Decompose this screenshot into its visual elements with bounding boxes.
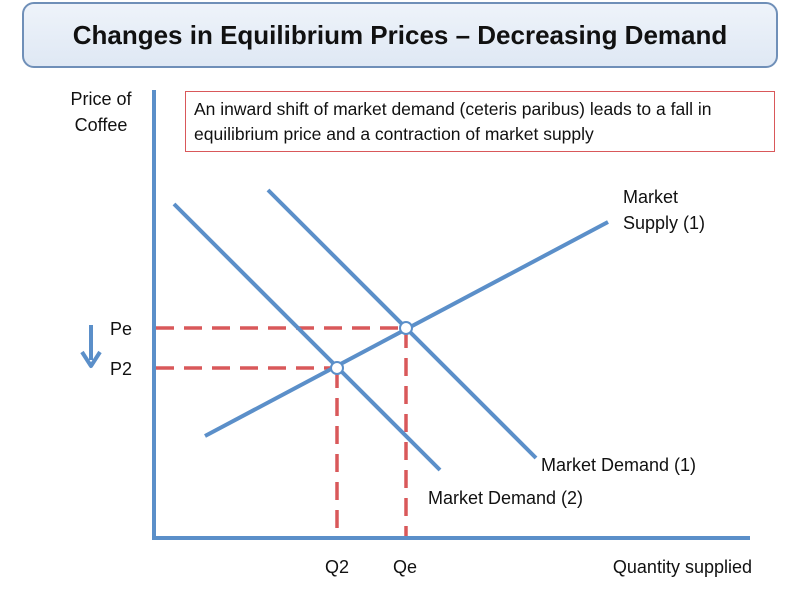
supply-curve-label-line1: Market [623, 187, 678, 207]
supply-curve-label-line2: Supply (1) [623, 213, 705, 233]
market-demand-2-curve [172, 202, 442, 472]
x-axis-label: Quantity supplied [613, 557, 752, 577]
price-label-p2: P2 [110, 359, 132, 379]
quantity-label-q2: Q2 [325, 557, 349, 577]
quantity-label-qe: Qe [393, 557, 417, 577]
demand-1-curve-label: Market Demand (1) [541, 455, 696, 475]
explanation-note: An inward shift of market demand (ceteri… [185, 91, 775, 152]
supply-curve-label: Market Supply (1) [623, 187, 705, 233]
page-title: Changes in Equilibrium Prices – Decreasi… [22, 2, 778, 68]
down-arrow-icon [80, 325, 102, 368]
price-label-pe: Pe [110, 319, 132, 339]
demand-2-curve-label: Market Demand (2) [428, 488, 583, 508]
equilibrium-point-1 [399, 321, 413, 335]
y-axis-label: Price of Coffee [70, 89, 132, 135]
equilibrium-point-2 [330, 361, 344, 375]
